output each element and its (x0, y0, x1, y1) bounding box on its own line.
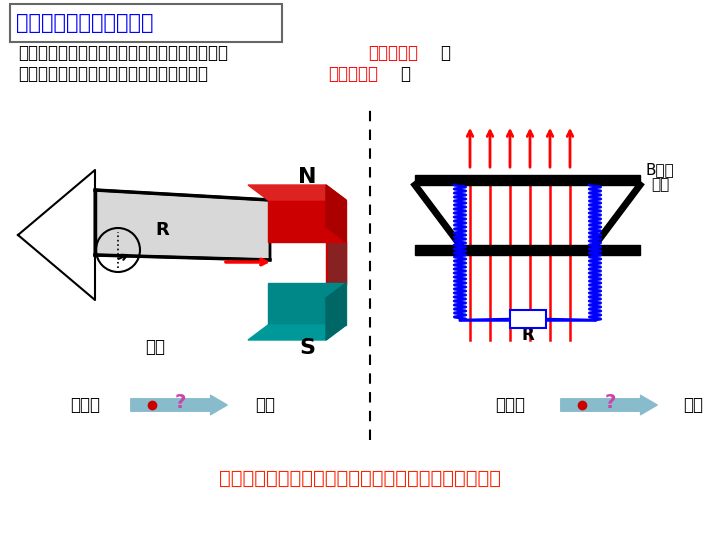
Bar (328, 242, 346, 285)
Text: 感生电动势: 感生电动势 (328, 65, 378, 83)
Text: 由于导体切割磁感线产生的感应电动势，我们叫: 由于导体切割磁感线产生的感应电动势，我们叫 (18, 44, 228, 62)
Text: R: R (521, 326, 534, 344)
Text: R: R (155, 221, 169, 239)
Polygon shape (326, 283, 346, 340)
Text: 由于变化的磁场产生的感应电动势，我们叫: 由于变化的磁场产生的感应电动势，我们叫 (18, 65, 208, 83)
Text: ?: ? (174, 393, 186, 411)
Bar (268, 283, 346, 325)
Bar (326, 242, 346, 283)
FancyArrowPatch shape (131, 395, 228, 415)
Text: 两种典型的电磁感应现象: 两种典型的电磁感应现象 (16, 13, 153, 33)
Text: 磁场能: 磁场能 (495, 396, 525, 414)
Polygon shape (415, 175, 640, 185)
Polygon shape (248, 325, 346, 340)
Text: N: N (298, 167, 316, 187)
Text: 。: 。 (440, 44, 450, 62)
Text: 。: 。 (400, 65, 410, 83)
Text: 电磁感应的实质是不同形式的能量转化为电能的过程。: 电磁感应的实质是不同形式的能量转化为电能的过程。 (219, 469, 501, 488)
FancyArrowPatch shape (561, 395, 657, 415)
Bar (268, 200, 346, 242)
Text: 增大: 增大 (651, 178, 669, 192)
Bar (510, 310, 546, 328)
Text: 电能: 电能 (683, 396, 703, 414)
Text: 切割: 切割 (145, 338, 165, 356)
Text: 电能: 电能 (255, 396, 275, 414)
FancyBboxPatch shape (10, 4, 282, 42)
Polygon shape (326, 185, 346, 242)
Text: ?: ? (604, 393, 616, 411)
Text: B均匀: B均匀 (646, 163, 675, 178)
Text: 机械能: 机械能 (70, 396, 100, 414)
Polygon shape (415, 245, 640, 255)
Polygon shape (18, 170, 95, 300)
Polygon shape (95, 190, 270, 260)
Polygon shape (248, 185, 346, 200)
Text: 动生电动势: 动生电动势 (368, 44, 418, 62)
Text: S: S (299, 338, 315, 358)
